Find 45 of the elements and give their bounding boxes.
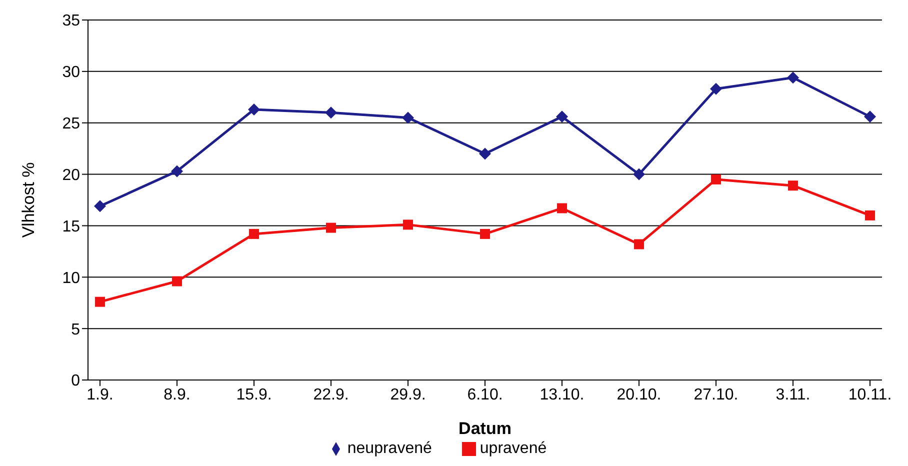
x-tick-label: 10.11. — [848, 386, 892, 404]
point — [326, 222, 336, 233]
y-tick-label: 10 — [62, 270, 80, 287]
point — [480, 228, 490, 239]
point — [402, 112, 414, 124]
legend-label: neupravené — [347, 440, 432, 457]
x-tick-label: 6.10. — [467, 386, 503, 404]
y-tick-label: 25 — [62, 116, 80, 133]
point — [865, 210, 875, 220]
x-axis-title: Datum — [458, 419, 512, 438]
point — [556, 110, 568, 123]
point — [557, 203, 567, 214]
x-tick-label: 20.10. — [616, 386, 662, 404]
point — [634, 239, 644, 250]
point — [95, 296, 105, 307]
point — [172, 276, 182, 286]
point — [787, 72, 799, 84]
x-tick-label: 8.9. — [164, 386, 190, 404]
point — [249, 228, 259, 239]
x-tick-label: 27.10. — [694, 386, 738, 404]
x-tick-label: 15.9. — [236, 386, 272, 404]
x-tick-label: 29.9. — [390, 386, 426, 404]
point — [788, 180, 798, 191]
point — [710, 82, 722, 95]
point — [94, 200, 106, 212]
x-tick-label: 22.9. — [313, 386, 349, 404]
point — [864, 110, 876, 123]
x-tick-label: 3.11. — [776, 386, 810, 404]
point — [479, 148, 491, 160]
point — [325, 106, 337, 119]
y-tick-label: 35 — [62, 12, 80, 30]
x-tick-label: 1.9. — [86, 386, 114, 404]
point — [248, 103, 260, 116]
point — [171, 165, 183, 178]
y-tick-label: 20 — [62, 166, 80, 184]
point — [633, 168, 645, 180]
y-tick-label: 15 — [62, 218, 80, 236]
y-tick-label: 5 — [71, 321, 80, 338]
point — [403, 220, 413, 230]
x-tick-label: 13.10. — [540, 386, 584, 404]
y-tick-label: 30 — [62, 64, 80, 82]
y-tick-label: 0 — [71, 372, 80, 390]
y-axis-title: Vlhkost % — [19, 162, 38, 238]
point — [711, 174, 721, 184]
legend-label: upravené — [480, 440, 547, 457]
